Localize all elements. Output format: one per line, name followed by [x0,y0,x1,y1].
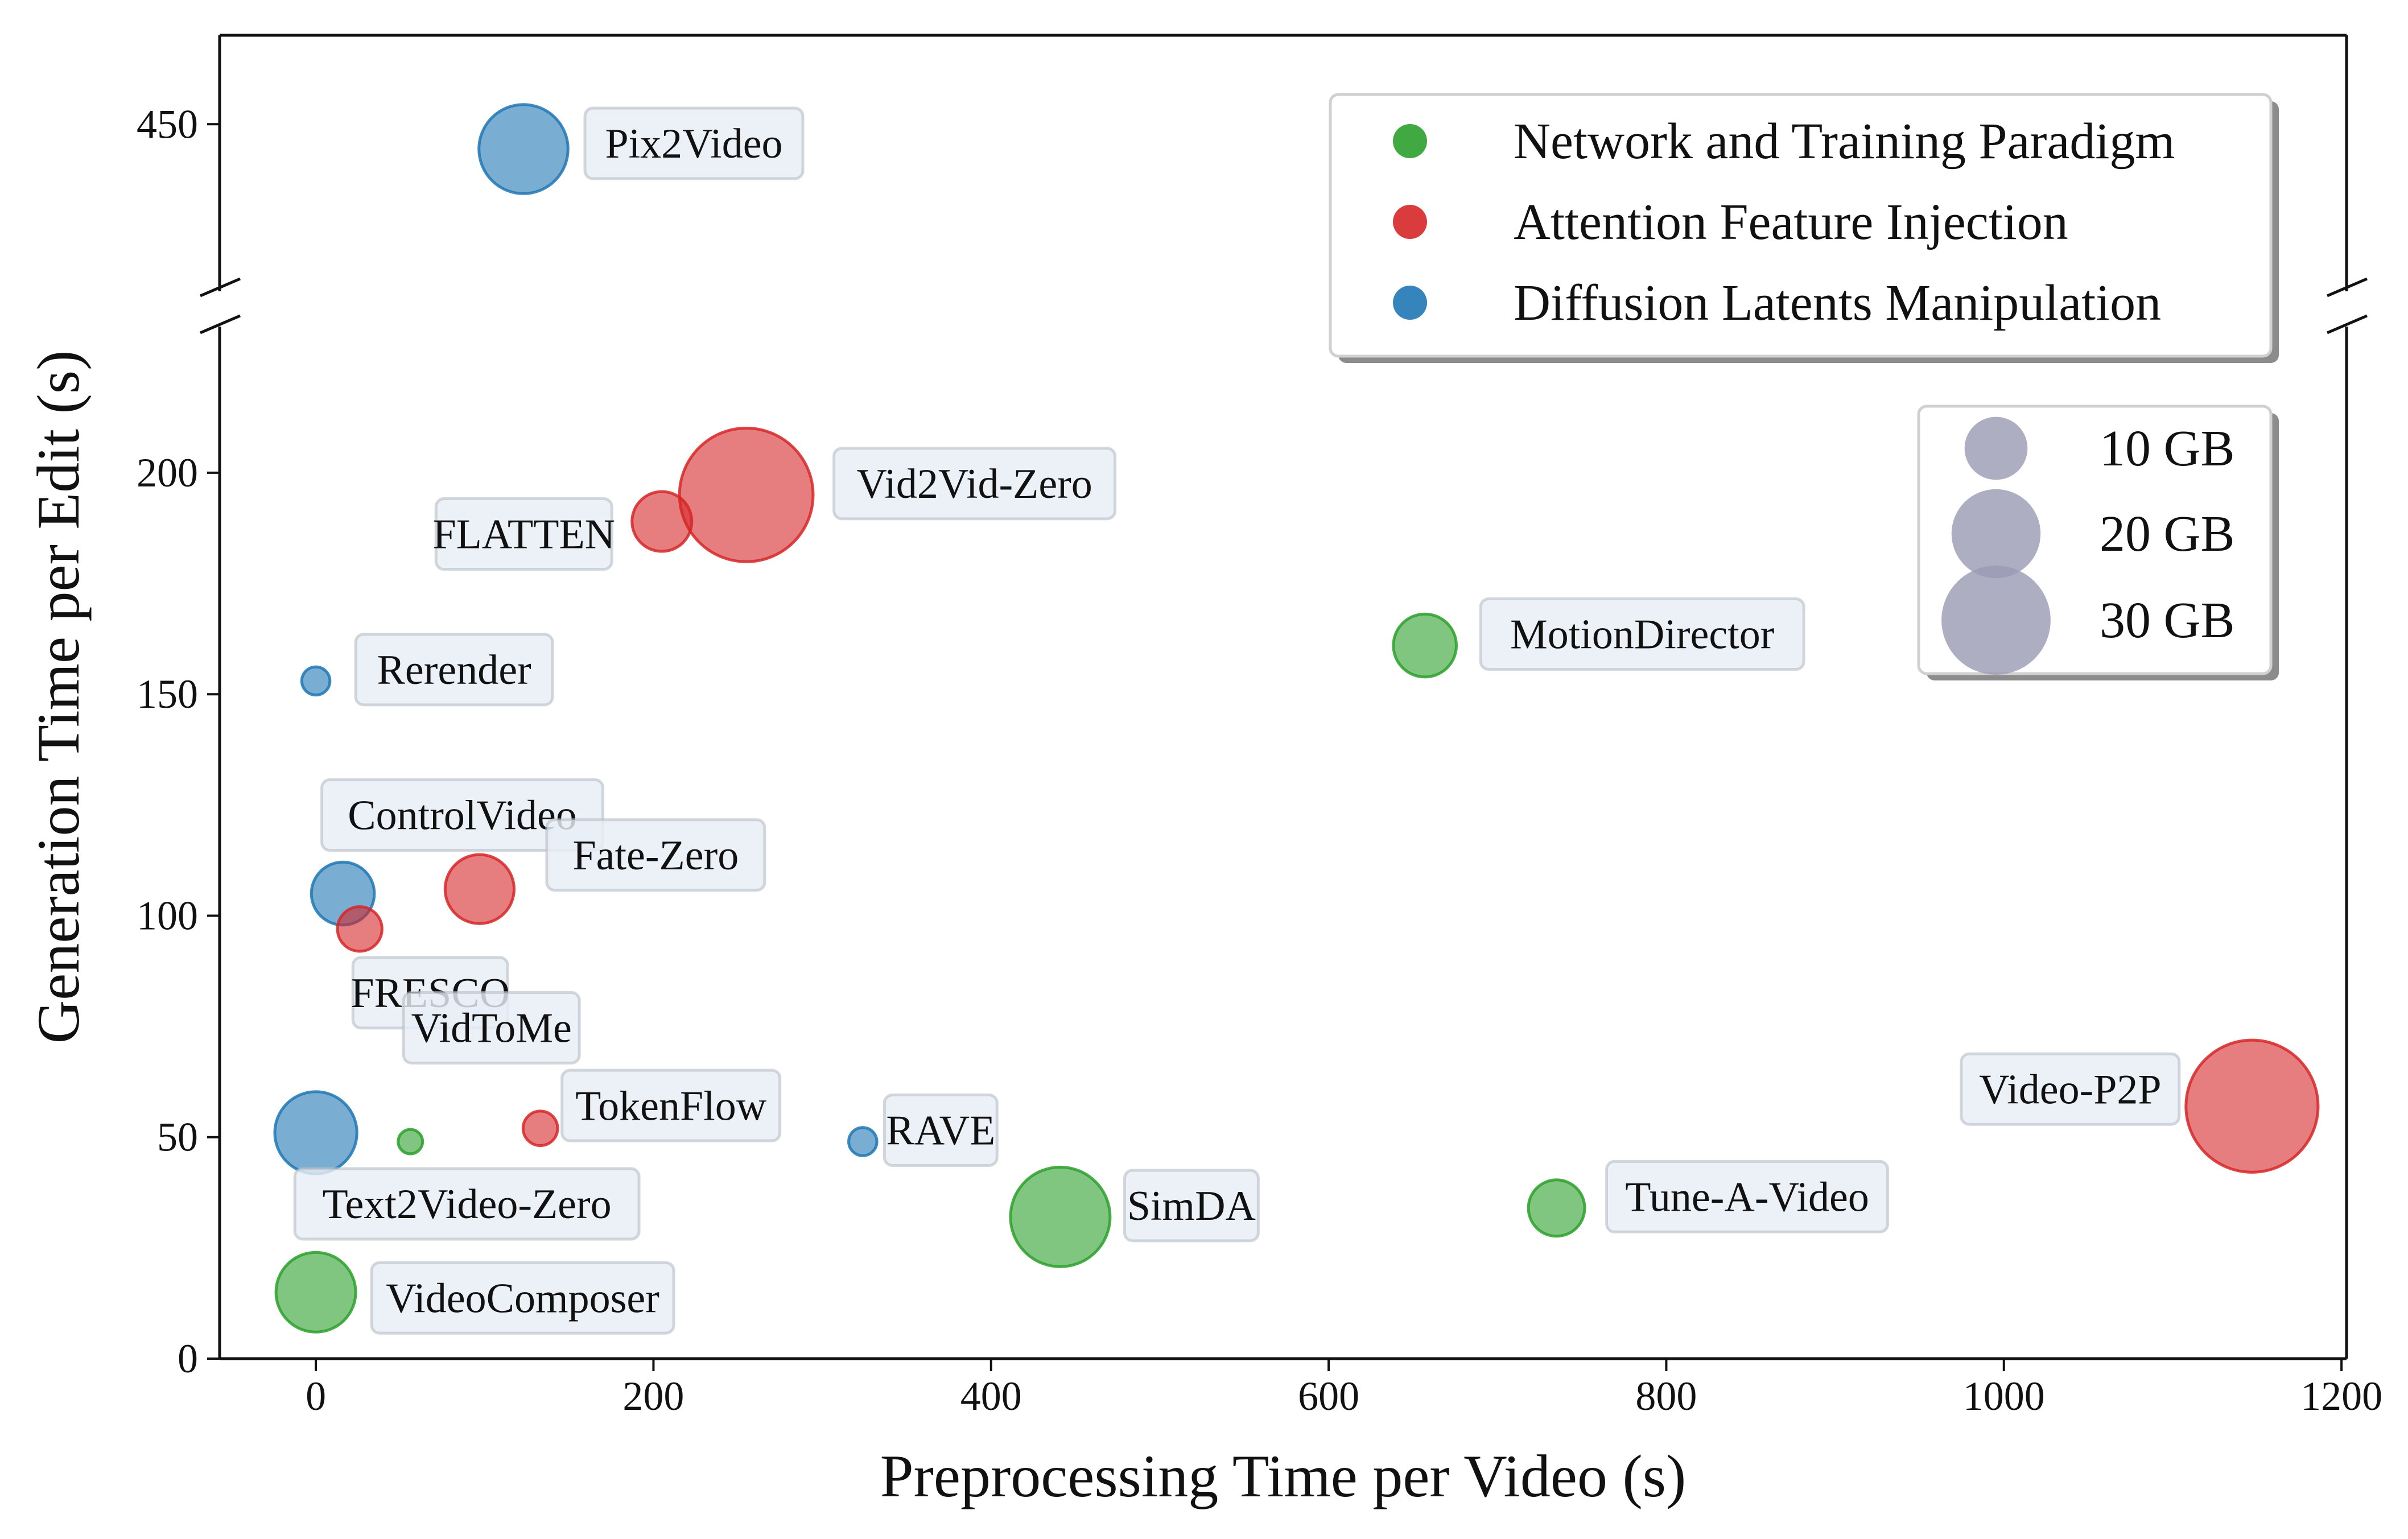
point-label: Rerender [377,647,531,694]
category-legend: Network and Training Paradigm Attention F… [1329,93,2279,363]
point-label-box [883,1094,999,1167]
size-legend-label: 30 GB [2100,592,2235,649]
point-label: VidToMe [411,1005,572,1052]
point-label-box [545,818,766,892]
x-tick-label: 400 [960,1373,1022,1419]
axes-frame [200,34,2368,1360]
point-label-box [434,497,613,571]
point-label: FLATTEN [432,511,615,558]
point-label: Fate-Zero [572,832,739,879]
y-tick-label: 0 [178,1336,198,1381]
point-label-box [370,1261,675,1335]
legend-marker-attention [1393,205,1427,239]
bubble-fate-zero [443,853,516,925]
point-label-box [1479,597,1805,671]
bubble-tokenflow [521,1109,559,1147]
point-label-box [293,1167,641,1241]
bubble-flatten [630,490,694,553]
point-label-box [1960,1052,2181,1126]
y-tick-label: 450 [137,101,198,147]
bubble-tune-a-video [1527,1178,1586,1238]
legend-label-latents: Diffusion Latents Manipulation [1514,275,2161,331]
point-label-box [1123,1169,1260,1243]
legend-marker-network [1393,124,1427,158]
y-axis-label: Generation Time per Edit (s) [25,350,92,1044]
point-label-box [1605,1160,1890,1233]
bubble-simda [1009,1165,1112,1268]
bubble-series [273,103,2320,1334]
size-legend-label: 10 GB [2100,420,2235,477]
axis-break-mark-right-lower [2327,314,2368,335]
point-label: Tune-A-Video [1625,1174,1869,1220]
axis-ticks: 0 200 400 600 800 1000 1200 0 50 100 150 200 450 [137,101,2382,1419]
x-axis-label: Preprocessing Time per Video (s) [880,1443,1687,1509]
point-label: Vid2Vid-Zero [856,461,1092,508]
legend-marker-latents [1393,286,1427,320]
point-label-box [583,106,805,180]
y-tick-label: 50 [157,1115,198,1160]
bubble-vidtome [397,1128,424,1156]
point-label: Pix2Video [605,121,782,167]
x-tick-label: 1000 [1963,1373,2045,1419]
y-tick-label: 200 [137,450,198,496]
point-label: RAVE [886,1108,995,1154]
size-legend-marker [1964,416,2028,480]
bubble-video-p2p [2184,1038,2320,1174]
legend-label-attention: Attention Feature Injection [1514,194,2068,250]
point-label: TokenFlow [575,1083,767,1129]
y-tick-label: 150 [137,671,198,717]
size-legend-marker [1951,489,2041,579]
point-label: Text2Video-Zero [323,1181,612,1228]
size-legend-label: 20 GB [2100,506,2235,562]
bubble-labels: Pix2Video Vid2Vid-Zero FLATTEN MotionDirect… [293,106,2181,1335]
point-label-box [832,447,1117,521]
point-label-box [320,778,605,852]
legend-box [1329,93,2273,358]
point-label-box [354,633,554,707]
axis-break-mark-left-lower [200,314,241,335]
bubble-fresco [336,905,384,953]
point-label: Video-P2P [1979,1066,2161,1113]
axis-break-mark-left-upper [200,277,241,298]
x-tick-label: 0 [306,1373,326,1419]
bubble-rave [847,1126,879,1157]
y-tick-label: 100 [137,893,198,938]
x-tick-label: 200 [622,1373,684,1419]
size-legend-marker [1941,566,2051,675]
point-label: VideoComposer [386,1275,659,1322]
point-label: MotionDirector [1510,612,1774,658]
x-tick-label: 600 [1298,1373,1359,1419]
point-label-box [402,991,581,1065]
bubble-vid2vid-zero [678,426,815,563]
point-label: SimDA [1127,1183,1256,1229]
bubble-pix2video [477,103,570,195]
bubble-text2video-zero [273,1090,358,1175]
bubble-rerender [300,665,332,697]
point-label-box [560,1068,782,1142]
bubble-videocomposer [274,1251,357,1334]
bubble-motiondirector [1392,612,1458,679]
point-label: ControlVideo [348,793,577,839]
x-tick-label: 800 [1635,1373,1697,1419]
x-tick-label: 1200 [2300,1373,2382,1419]
axis-break-mark-right-upper [2327,277,2368,298]
legend-label-network: Network and Training Paradigm [1514,113,2175,170]
size-legend: 10 GB 20 GB 30 GB [1917,405,2279,680]
